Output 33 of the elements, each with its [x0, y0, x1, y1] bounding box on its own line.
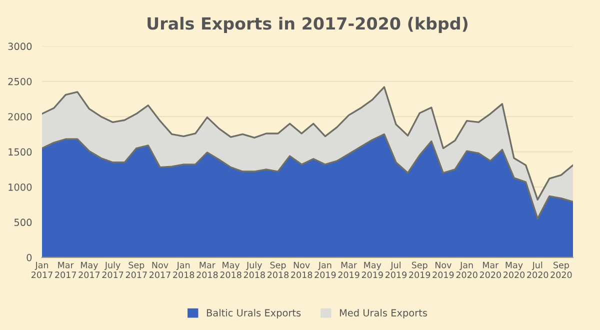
y-tick-label: 3000 — [8, 42, 32, 50]
y-tick-label: 2000 — [8, 113, 32, 120]
x-tick-label: Mar 2020 — [480, 262, 501, 278]
x-tick-label: Jan 2020 — [456, 262, 478, 278]
legend-label: Baltic Urals Exports — [206, 308, 301, 318]
x-tick-label: Mar 2018 — [196, 262, 218, 278]
legend-label: Med Urals Exports — [340, 308, 427, 318]
x-tick-label: Mar 2017 — [55, 262, 76, 278]
x-tick-label: Sep 2020 — [550, 262, 572, 278]
x-tick-label: May 2017 — [78, 262, 100, 278]
x-tick-label: Sep 2017 — [126, 262, 147, 278]
y-tick-label: 1000 — [8, 183, 32, 191]
y-tick-label: 500 — [14, 218, 32, 226]
x-tick-label: Nov 2018 — [291, 262, 312, 278]
x-tick-label: Nov 2017 — [150, 262, 170, 278]
chart-title: Urals Exports in 2017-2020 (kbpd) — [148, 16, 468, 33]
y-tick-label: 1500 — [8, 148, 32, 156]
x-tick-label: Jan 2017 — [32, 262, 52, 278]
x-tick-label: Jul 2019 — [386, 262, 407, 278]
y-tick-label: 0 — [26, 254, 32, 262]
y-tick-label: 2500 — [8, 78, 32, 86]
x-tick-label: Mar 2019 — [338, 262, 360, 278]
x-tick-label: May 2020 — [504, 262, 525, 278]
x-tick-label: Jan 2018 — [173, 262, 194, 278]
x-tick-label: July 2018 — [244, 262, 265, 278]
x-tick-label: Sep 2018 — [268, 262, 289, 278]
x-tick-label: May 2019 — [362, 262, 383, 278]
x-tick-label: July 2017 — [102, 262, 124, 278]
x-tick-label: May 2018 — [220, 262, 242, 278]
x-tick-label: Sep 2019 — [409, 262, 430, 278]
x-tick-label: Jan 2019 — [314, 262, 336, 278]
x-tick-label: Nov 2019 — [432, 262, 454, 278]
x-tick-label: Jul 2020 — [527, 262, 548, 278]
